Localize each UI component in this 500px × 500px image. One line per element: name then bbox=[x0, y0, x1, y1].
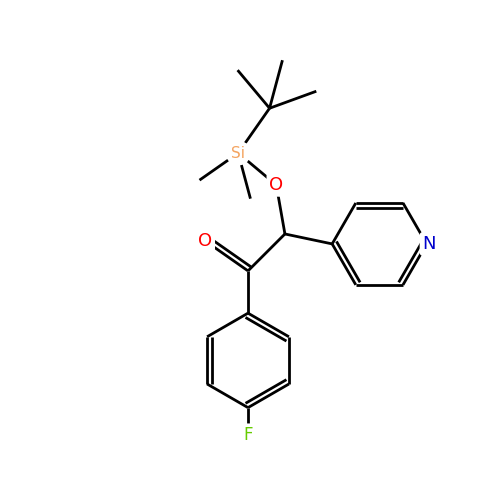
Text: N: N bbox=[422, 235, 436, 253]
Text: F: F bbox=[244, 426, 253, 444]
Text: Si: Si bbox=[231, 146, 245, 160]
Text: O: O bbox=[269, 176, 283, 194]
Text: O: O bbox=[198, 232, 212, 250]
